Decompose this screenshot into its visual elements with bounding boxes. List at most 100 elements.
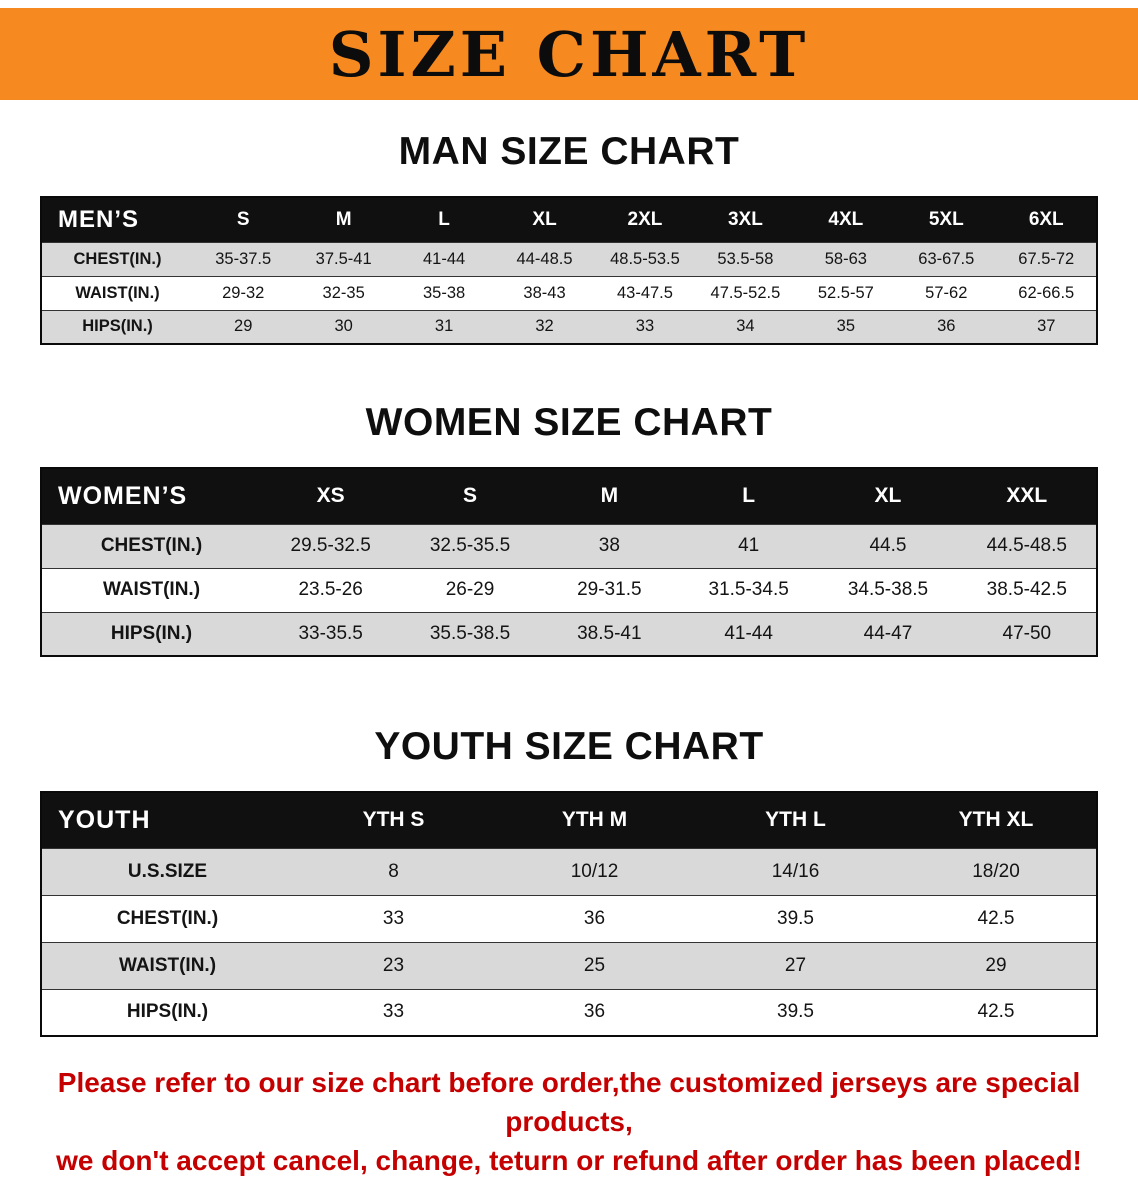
size-value-cell: 38.5-42.5 <box>957 567 1097 612</box>
table-row: WAIST(IN.) 29-32 32-35 35-38 38-43 43-47.5 47.… <box>41 275 1097 310</box>
size-value-cell: 18/20 <box>896 847 1097 895</box>
table-row: HIPS(IN.) 33 36 39.5 42.5 <box>41 988 1097 1036</box>
size-value-cell: 62-66.5 <box>996 275 1097 310</box>
size-value-cell: 44-48.5 <box>494 241 595 276</box>
row-label: WAIST(IN.) <box>41 275 193 310</box>
size-value-cell: 39.5 <box>695 894 896 942</box>
table-header-row: YOUTH YTH S YTH M YTH L YTH XL <box>41 792 1097 848</box>
size-value-cell: 36 <box>494 988 695 1036</box>
size-value-cell: 27 <box>695 941 896 989</box>
size-value-cell: 38 <box>539 523 679 568</box>
order-notice-line2: we don't accept cancel, change, teturn o… <box>56 1145 1082 1177</box>
women-size-section: WOMEN SIZE CHART WOMEN’S XS S M L XL XXL CHEST(… <box>0 401 1138 657</box>
size-column-header: 5XL <box>896 197 997 242</box>
row-label: CHEST(IN.) <box>41 241 193 276</box>
size-value-cell: 38-43 <box>494 275 595 310</box>
size-value-cell: 8 <box>293 847 494 895</box>
size-value-cell: 53.5-58 <box>695 241 796 276</box>
size-column-header: M <box>293 197 394 242</box>
size-chart-page: SIZE CHART MAN SIZE CHART MEN’S S M L XL 2XL 3… <box>0 8 1138 1181</box>
row-label: U.S.SIZE <box>41 847 293 895</box>
size-column-header: 6XL <box>996 197 1097 242</box>
table-row: CHEST(IN.) 33 36 39.5 42.5 <box>41 894 1097 942</box>
size-column-header: S <box>400 468 540 524</box>
size-value-cell: 37 <box>996 309 1097 344</box>
size-value-cell: 47.5-52.5 <box>695 275 796 310</box>
size-value-cell: 38.5-41 <box>539 611 679 656</box>
size-value-cell: 25 <box>494 941 695 989</box>
size-value-cell: 52.5-57 <box>795 275 897 310</box>
size-column-header: YTH S <box>293 792 494 848</box>
youth-size-section: YOUTH SIZE CHART YOUTH YTH S YTH M YTH L YTH… <box>0 725 1138 1037</box>
size-column-header: 3XL <box>695 197 796 242</box>
size-value-cell: 44.5 <box>818 523 958 568</box>
table-row: CHEST(IN.) 29.5-32.5 32.5-35.5 38 41 44.5 44.5… <box>41 523 1097 568</box>
size-value-cell: 67.5-72 <box>996 241 1097 276</box>
table-corner-label: MEN’S <box>41 197 193 242</box>
size-column-header: XS <box>261 468 401 524</box>
size-column-header: XL <box>494 197 595 242</box>
table-row: WAIST(IN.) 23 25 27 29 <box>41 941 1097 989</box>
size-value-cell: 32.5-35.5 <box>400 523 540 568</box>
women-size-heading: WOMEN SIZE CHART <box>365 401 773 444</box>
table-corner-label: YOUTH <box>41 792 293 848</box>
size-column-header: YTH XL <box>896 792 1097 848</box>
size-column-header: YTH L <box>695 792 896 848</box>
size-column-header: XL <box>818 468 958 524</box>
size-value-cell: 37.5-41 <box>293 241 394 276</box>
size-value-cell: 23 <box>293 941 494 989</box>
order-notice: Please refer to our size chart before or… <box>0 1063 1138 1181</box>
table-row: HIPS(IN.) 29 30 31 32 33 34 35 36 37 <box>41 309 1097 344</box>
size-column-header: 2XL <box>594 197 696 242</box>
size-value-cell: 41-44 <box>393 241 495 276</box>
size-value-cell: 26-29 <box>400 567 540 612</box>
table-row: HIPS(IN.) 33-35.5 35.5-38.5 38.5-41 41-44 44-… <box>41 611 1097 656</box>
men-size-heading: MAN SIZE CHART <box>398 130 740 173</box>
size-value-cell: 43-47.5 <box>594 275 696 310</box>
banner: SIZE CHART <box>0 8 1138 100</box>
size-value-cell: 34 <box>695 309 796 344</box>
youth-size-table: YOUTH YTH S YTH M YTH L YTH XL U.S.SIZE 8 10/12… <box>40 791 1098 1037</box>
size-value-cell: 35.5-38.5 <box>400 611 540 656</box>
row-label: WAIST(IN.) <box>41 567 261 612</box>
size-value-cell: 44-47 <box>818 611 958 656</box>
row-label: WAIST(IN.) <box>41 941 293 989</box>
size-value-cell: 47-50 <box>957 611 1097 656</box>
row-label: HIPS(IN.) <box>41 988 293 1036</box>
size-value-cell: 42.5 <box>896 988 1097 1036</box>
size-column-header: S <box>193 197 294 242</box>
size-column-header: M <box>539 468 679 524</box>
table-corner-label: WOMEN’S <box>41 468 261 524</box>
size-column-header: XXL <box>957 468 1097 524</box>
size-value-cell: 32 <box>494 309 595 344</box>
size-value-cell: 35-37.5 <box>193 241 294 276</box>
size-value-cell: 29-31.5 <box>539 567 679 612</box>
row-label: HIPS(IN.) <box>41 611 261 656</box>
size-value-cell: 30 <box>293 309 394 344</box>
size-value-cell: 29 <box>193 309 294 344</box>
row-label: CHEST(IN.) <box>41 894 293 942</box>
women-size-table: WOMEN’S XS S M L XL XXL CHEST(IN.) 29.5-32.5 32.5… <box>40 467 1098 657</box>
size-value-cell: 36 <box>896 309 997 344</box>
table-row: U.S.SIZE 8 10/12 14/16 18/20 <box>41 847 1097 895</box>
size-value-cell: 29 <box>896 941 1097 989</box>
row-label: HIPS(IN.) <box>41 309 193 344</box>
size-column-header: L <box>393 197 495 242</box>
size-value-cell: 29-32 <box>193 275 294 310</box>
size-column-header: L <box>678 468 819 524</box>
size-value-cell: 39.5 <box>695 988 896 1036</box>
size-value-cell: 10/12 <box>494 847 695 895</box>
size-value-cell: 29.5-32.5 <box>261 523 401 568</box>
table-header-row: MEN’S S M L XL 2XL 3XL 4XL 5XL 6XL <box>41 197 1097 242</box>
size-value-cell: 41 <box>678 523 819 568</box>
men-size-table: MEN’S S M L XL 2XL 3XL 4XL 5XL 6XL CHEST(IN.) 35-37… <box>40 196 1098 345</box>
men-size-section: MAN SIZE CHART MEN’S S M L XL 2XL 3XL 4XL 5XL 6XL… <box>0 130 1138 345</box>
size-value-cell: 42.5 <box>896 894 1097 942</box>
size-value-cell: 35-38 <box>393 275 495 310</box>
table-header-row: WOMEN’S XS S M L XL XXL <box>41 468 1097 524</box>
size-value-cell: 63-67.5 <box>896 241 997 276</box>
order-notice-line1: Please refer to our size chart before or… <box>57 1067 1081 1138</box>
row-label: CHEST(IN.) <box>41 523 261 568</box>
size-value-cell: 35 <box>795 309 897 344</box>
size-value-cell: 23.5-26 <box>261 567 401 612</box>
